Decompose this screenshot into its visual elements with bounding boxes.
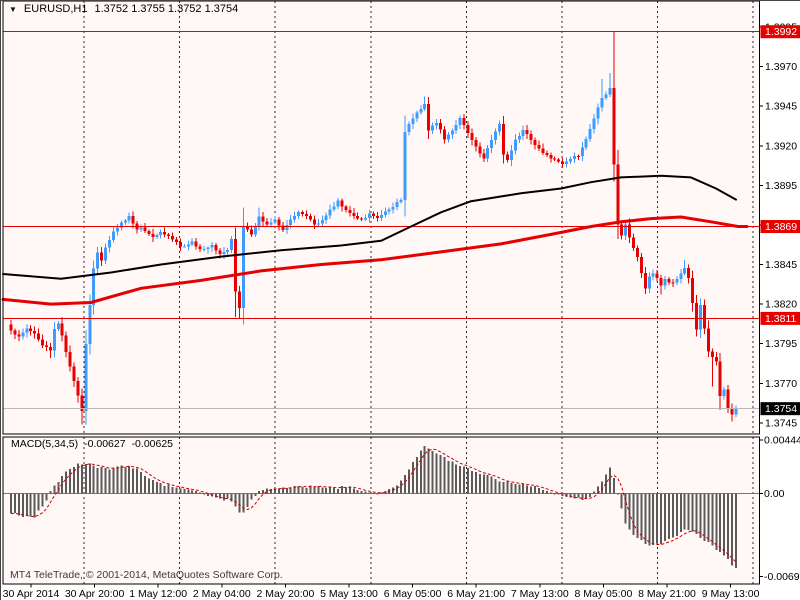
candlestick-series <box>9 31 738 425</box>
chevron-down-icon[interactable]: ▼ <box>9 4 17 14</box>
svg-text:1.3795: 1.3795 <box>765 338 797 350</box>
svg-text:7 May 13:00: 7 May 13:00 <box>511 588 569 600</box>
svg-text:1.3869: 1.3869 <box>765 221 797 233</box>
copyright-text: MT4 TeleTrade, © 2001-2014, MetaQuotes S… <box>10 569 283 581</box>
time-axis: 30 Apr 2014 30 Apr 20:00 1 May 12:00 2 May … <box>3 584 760 600</box>
svg-text:2 May 20:00: 2 May 20:00 <box>257 588 315 600</box>
chart-title: ▼ EURUSD,H1 1.3752 1.3755 1.3752 1.3754 <box>9 3 238 15</box>
svg-text:0.00: 0.00 <box>764 488 785 500</box>
macd-signal-line <box>10 448 737 563</box>
svg-text:6 May 21:00: 6 May 21:00 <box>447 588 505 600</box>
macd-axis: 0.00444 0.00 -0.0069 <box>759 435 800 583</box>
ma-fast-red-line <box>1 215 749 306</box>
svg-text:30 Apr 2014: 30 Apr 2014 <box>3 588 60 600</box>
svg-text:0.00444: 0.00444 <box>764 435 800 447</box>
svg-text:8 May 05:00: 8 May 05:00 <box>575 588 633 600</box>
svg-text:5 May 13:00: 5 May 13:00 <box>320 588 378 600</box>
price-level-lines <box>3 31 760 410</box>
svg-text:1.3945: 1.3945 <box>765 101 797 113</box>
ohlc-values: 1.3752 1.3755 1.3752 1.3754 <box>94 3 239 15</box>
svg-text:1.3820: 1.3820 <box>765 299 797 311</box>
pane-borders <box>2 1 760 585</box>
price-tag-labels: 1.3992 1.3869 1.3811 1.3754 <box>760 25 800 416</box>
svg-text:1.3770: 1.3770 <box>765 378 797 390</box>
ma-slow-black-line <box>2 174 737 280</box>
svg-text:1.3895: 1.3895 <box>765 180 797 192</box>
macd-main-value: -0.00627 <box>84 438 126 450</box>
macd-indicator-label: MACD(5,34,5) -0.00627 -0.00625 <box>11 438 173 450</box>
svg-text:1.3754: 1.3754 <box>765 403 797 415</box>
macd-signal-value: -0.00625 <box>131 438 174 450</box>
svg-text:8 May 21:00: 8 May 21:00 <box>638 588 696 600</box>
svg-text:6 May 05:00: 6 May 05:00 <box>384 588 442 600</box>
svg-text:2 May 04:00: 2 May 04:00 <box>193 588 251 600</box>
svg-text:1.3970: 1.3970 <box>765 61 797 73</box>
macd-name: MACD(5,34,5) <box>11 438 79 450</box>
svg-text:30 Apr 20:00: 30 Apr 20:00 <box>65 588 125 600</box>
svg-text:9 May 13:00: 9 May 13:00 <box>702 588 760 600</box>
svg-text:-0.0069: -0.0069 <box>764 571 800 583</box>
svg-text:1.3745: 1.3745 <box>765 417 797 429</box>
svg-text:1.3920: 1.3920 <box>765 140 797 152</box>
svg-text:1.3811: 1.3811 <box>765 313 796 325</box>
symbol-period-label: EURUSD,H1 <box>23 3 88 15</box>
svg-text:1.3992: 1.3992 <box>765 26 797 38</box>
macd-histogram <box>3 446 760 568</box>
svg-text:1.3845: 1.3845 <box>765 259 797 271</box>
svg-text:1 May 12:00: 1 May 12:00 <box>129 588 187 600</box>
